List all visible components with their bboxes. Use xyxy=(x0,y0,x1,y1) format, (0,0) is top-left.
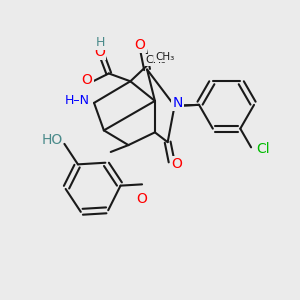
Text: H–N: H–N xyxy=(65,94,90,107)
Text: O: O xyxy=(135,38,146,52)
Text: CH₃: CH₃ xyxy=(146,55,166,65)
Text: O: O xyxy=(94,45,105,59)
Text: H: H xyxy=(96,35,106,49)
Text: Cl: Cl xyxy=(256,142,270,156)
Text: N: N xyxy=(172,96,183,110)
Text: O: O xyxy=(171,157,182,171)
Text: O: O xyxy=(82,73,93,87)
Text: HO: HO xyxy=(41,133,62,147)
Text: CH₃: CH₃ xyxy=(155,52,174,62)
Text: O: O xyxy=(136,192,148,206)
